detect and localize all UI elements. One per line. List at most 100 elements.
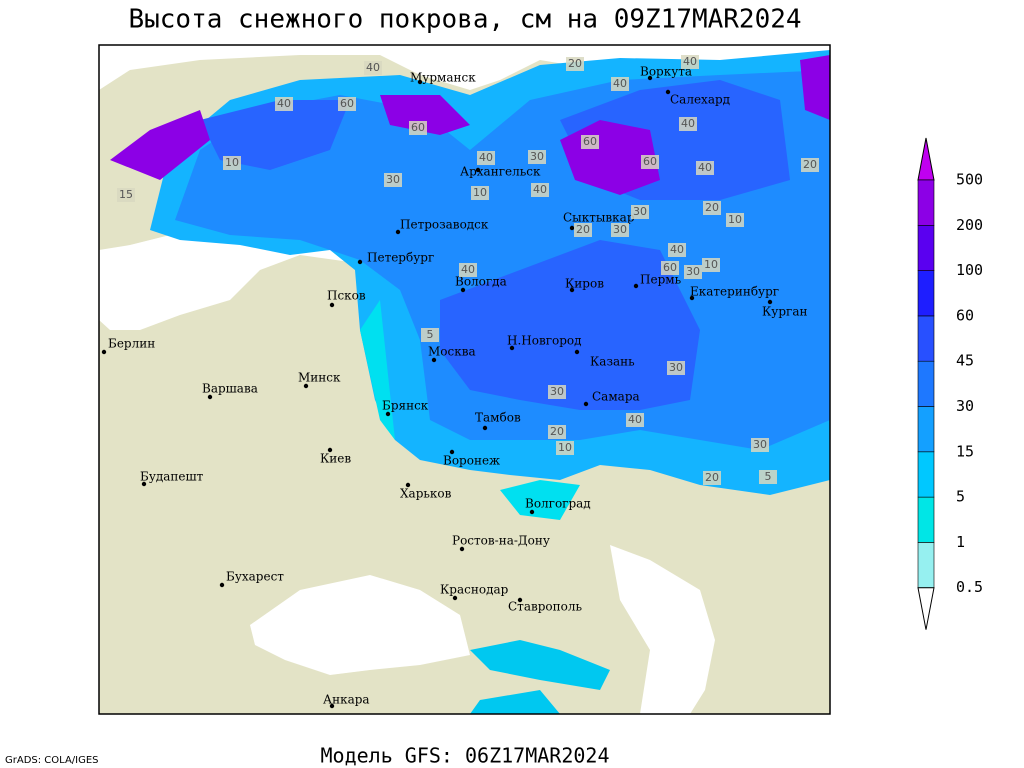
city-label: Воркута bbox=[640, 65, 692, 79]
city-dot bbox=[482, 425, 488, 431]
contour-label-bg bbox=[574, 223, 592, 237]
contour-label-bg bbox=[471, 186, 489, 200]
contour-label-bg bbox=[581, 135, 599, 149]
contour-label: 20 bbox=[576, 223, 590, 236]
contour-label-bg bbox=[528, 150, 546, 164]
contour-label: 10 bbox=[704, 258, 718, 271]
colorbar-bottom bbox=[917, 587, 935, 630]
city-label: Москва bbox=[428, 345, 476, 359]
contour-label: 30 bbox=[550, 385, 564, 398]
contour-label-bg bbox=[668, 243, 686, 257]
colorbar-label: 15 bbox=[956, 442, 974, 460]
contour-label: 20 bbox=[705, 471, 719, 484]
city-label: Минск bbox=[298, 371, 341, 385]
contour-label-bg bbox=[548, 385, 566, 399]
contour-label: 40 bbox=[461, 263, 475, 276]
city-dot bbox=[569, 287, 575, 293]
colorbar-label: 0.5 bbox=[956, 578, 983, 596]
contour-label: 40 bbox=[613, 77, 627, 90]
city-label: Петрозаводск bbox=[400, 218, 489, 232]
contour-label-bg bbox=[679, 117, 697, 131]
contour-label: 5 bbox=[427, 328, 434, 341]
city-label: Киев bbox=[320, 452, 351, 466]
colorbar-segment bbox=[917, 542, 935, 589]
city-dot bbox=[303, 383, 309, 389]
contour-label-bg bbox=[726, 213, 744, 227]
city-label: Воронеж bbox=[443, 454, 500, 468]
contour-label-bg bbox=[384, 173, 402, 187]
city-label: Н.Новгород bbox=[507, 334, 582, 348]
snow-1-5 bbox=[360, 300, 580, 520]
colorbar-segment bbox=[917, 496, 935, 543]
city-dot bbox=[329, 703, 335, 709]
contour-label-bg bbox=[751, 438, 769, 452]
city-dot bbox=[647, 75, 653, 81]
city-label: Тамбов bbox=[475, 411, 521, 425]
city-label: Псков bbox=[327, 289, 366, 303]
contour-label-bg bbox=[626, 413, 644, 427]
city-dot bbox=[449, 449, 455, 455]
city-dot bbox=[385, 411, 391, 417]
city-dot bbox=[395, 229, 401, 235]
city-dot bbox=[329, 302, 335, 308]
city-dot bbox=[357, 259, 363, 265]
contour-label-bg bbox=[684, 265, 702, 279]
city-label: Вологда bbox=[455, 275, 507, 289]
colorbar-label: 5 bbox=[956, 488, 965, 506]
city-label: Сыктывкар bbox=[563, 211, 635, 225]
contour-label-bg bbox=[641, 155, 659, 169]
contour-label: 40 bbox=[277, 97, 291, 110]
contour-label-bg bbox=[531, 183, 549, 197]
city-dot bbox=[517, 597, 523, 603]
credit: GrADS: COLA/IGES bbox=[5, 755, 99, 766]
contour-label: 40 bbox=[683, 55, 697, 68]
contour-label-bg bbox=[661, 261, 679, 275]
colorbar-segment bbox=[917, 315, 935, 362]
city-label: Будапешт bbox=[140, 470, 204, 484]
caspian-sea bbox=[610, 545, 715, 714]
map-frame bbox=[98, 44, 831, 715]
colorbar-label: 45 bbox=[956, 352, 974, 370]
city-label: Салехард bbox=[670, 93, 730, 107]
contour-label: 20 bbox=[550, 425, 564, 438]
colorbar-segment bbox=[917, 451, 935, 498]
contour-label: 60 bbox=[340, 97, 354, 110]
city-dot bbox=[207, 394, 213, 400]
colorbar-segment bbox=[917, 406, 935, 453]
contour-label: 15 bbox=[119, 188, 133, 201]
contour-label: 60 bbox=[411, 121, 425, 134]
contour-label: 20 bbox=[568, 57, 582, 70]
model-label: Модель GFS: 06Z17MAR2024 bbox=[321, 744, 610, 768]
contour-label: 40 bbox=[366, 61, 380, 74]
contour-label: 20 bbox=[705, 201, 719, 214]
colorbar-segment bbox=[917, 270, 935, 317]
city-dot bbox=[529, 509, 535, 515]
city-dot bbox=[767, 299, 773, 305]
city-label: Курган bbox=[762, 305, 807, 319]
contour-label: 30 bbox=[633, 205, 647, 218]
colorbar-segment bbox=[917, 225, 935, 271]
city-label: Пермь bbox=[640, 273, 682, 287]
city-label: Ставрополь bbox=[508, 600, 582, 614]
contour-label: 30 bbox=[613, 223, 627, 236]
city-dot bbox=[633, 283, 639, 289]
city-dot bbox=[460, 287, 466, 293]
title: Высота снежного покрова, см на 09Z17MAR2… bbox=[128, 5, 801, 35]
contour-label-bg bbox=[459, 263, 477, 277]
colorbar-label: 100 bbox=[956, 261, 983, 279]
city-label: Мурманск bbox=[410, 71, 476, 85]
contour-label-bg bbox=[548, 425, 566, 439]
city-dot bbox=[405, 482, 411, 488]
city-label: Анкара bbox=[323, 693, 370, 707]
city-dot bbox=[475, 167, 481, 173]
colorbar-label: 60 bbox=[956, 306, 974, 324]
contour-label: 30 bbox=[530, 150, 544, 163]
contour-label-bg bbox=[556, 441, 574, 455]
contour-label: 10 bbox=[473, 186, 487, 199]
contour-label-bg bbox=[759, 470, 777, 484]
contour-label: 40 bbox=[670, 243, 684, 256]
city-label: Казань bbox=[590, 355, 635, 369]
contour-label-bg bbox=[477, 151, 495, 165]
